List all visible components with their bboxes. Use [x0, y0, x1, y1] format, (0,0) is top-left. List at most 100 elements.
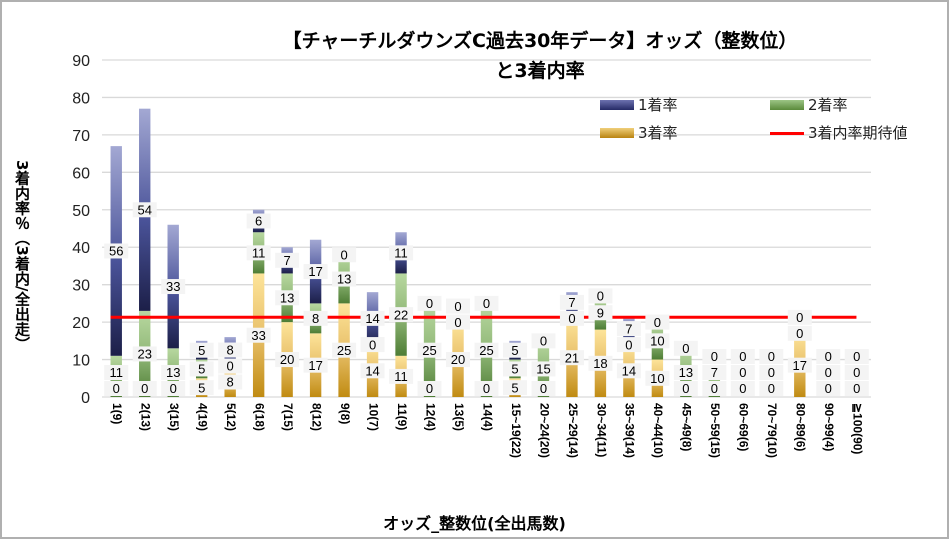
x-tick-label: 2(13) [139, 403, 153, 431]
y-tick-label: 10 [72, 353, 90, 370]
x-tick-label: 1(9) [110, 403, 124, 424]
data-label-1st: 8 [227, 343, 234, 358]
x-axis-ticks: 1(9) 2(13) 3(15) 4(19) 5(12) 6(18) 7(15) 8(12) 9… [110, 403, 865, 458]
data-label-1st: 7 [625, 321, 632, 336]
legend-item-2nd: 2着率 [770, 96, 848, 114]
data-label-bg [531, 381, 556, 396]
y-tick-label: 90 [72, 53, 90, 70]
data-label-1st: 0 [739, 349, 746, 364]
data-label-bg [502, 342, 527, 358]
x-tick-label: 45~49(8) [680, 403, 694, 451]
data-label-bg [673, 365, 698, 380]
x-tick-label: 15~19(22) [509, 403, 523, 458]
data-label-bg [502, 380, 527, 396]
data-label-bg [702, 365, 727, 380]
data-label-3rd: 0 [853, 381, 860, 396]
data-label-3rd: 0 [682, 381, 689, 396]
data-label-bg [787, 325, 812, 341]
data-label-bg [104, 243, 129, 259]
data-label-2nd: 25 [422, 343, 436, 358]
data-label-1st: 6 [255, 214, 262, 229]
data-label-bg [730, 365, 755, 380]
x-tick-label: 90~99(4) [822, 403, 836, 451]
data-label-2nd: 10 [650, 334, 664, 349]
data-label-1st: 0 [768, 349, 775, 364]
data-label-bg [702, 349, 727, 364]
data-label-2nd: 0 [227, 359, 234, 374]
data-label-3rd: 17 [793, 358, 807, 373]
data-label-bg [759, 381, 784, 396]
data-label-2nd: 9 [597, 305, 604, 320]
data-label-2nd: 8 [312, 311, 319, 326]
data-label-bg [816, 365, 841, 380]
data-label-bg [673, 340, 698, 356]
data-label-2nd: 0 [454, 315, 461, 330]
data-label-bg [673, 381, 698, 396]
data-label-bg [360, 337, 385, 353]
data-label-bg [303, 357, 328, 373]
x-tick-label: 13(5) [452, 403, 466, 431]
data-label-3rd: 33 [251, 328, 265, 343]
data-label-2nd: 13 [166, 365, 180, 380]
x-tick-label: 10(7) [366, 403, 380, 431]
data-label-bg [246, 213, 271, 229]
x-tick-label: 9(8) [338, 403, 352, 424]
data-label-bg [730, 381, 755, 396]
data-label-bg [189, 342, 214, 358]
chart-title: 【チャーチルダウンズC過去30年データ】オッズ（整数位） と3着内率 [160, 26, 920, 86]
y-tick-label: 40 [72, 240, 90, 257]
data-label-1st: 7 [284, 253, 291, 268]
data-label-bg [189, 361, 214, 377]
data-label-bg [132, 381, 157, 396]
y-tick-label: 80 [72, 90, 90, 107]
data-label-bg [474, 295, 499, 311]
data-label-1st: 33 [166, 279, 180, 294]
data-label-2nd: 0 [796, 326, 803, 341]
data-label-3rd: 18 [593, 356, 607, 371]
y-tick-label: 50 [72, 203, 90, 220]
data-label-bg [844, 349, 869, 364]
data-label-2nd: 5 [511, 362, 518, 377]
data-label-bg [446, 314, 471, 330]
data-label-2nd: 5 [198, 362, 205, 377]
data-label-1st: 56 [109, 244, 123, 259]
data-label-1st: 0 [340, 247, 347, 262]
data-label-bg [275, 290, 300, 306]
data-label-bg [161, 279, 186, 295]
data-label-2nd: 7 [711, 365, 718, 380]
data-label-bg [531, 361, 556, 377]
legend-swatch-1st [600, 100, 634, 110]
x-tick-label: 7(15) [281, 403, 295, 431]
x-tick-label: 50~59(15) [708, 403, 722, 458]
data-label-3rd: 0 [540, 381, 547, 396]
data-label-1st: 5 [511, 343, 518, 358]
data-label-3rd: 0 [768, 381, 775, 396]
data-label-3rd: 17 [308, 358, 322, 373]
data-label-2nd: 25 [479, 343, 493, 358]
data-label-bg [189, 380, 214, 396]
data-label-bg [474, 381, 499, 396]
data-label-3rd: 5 [511, 380, 518, 395]
data-label-bg [246, 245, 271, 261]
data-label-3rd: 0 [170, 381, 177, 396]
data-label-1st: 0 [654, 315, 661, 330]
data-label-bg [645, 370, 670, 386]
data-label-1st: 0 [597, 289, 604, 304]
data-label-3rd: 14 [622, 363, 636, 378]
data-label-bg [360, 363, 385, 379]
data-label-3rd: 0 [113, 381, 120, 396]
y-tick-label: 70 [72, 128, 90, 145]
data-label-3rd: 0 [141, 381, 148, 396]
y-axis-ticks: 0 10 20 30 40 50 60 70 80 90 [72, 53, 90, 407]
data-label-bg [389, 368, 414, 384]
data-label-bg [446, 298, 471, 314]
y-tick-label: 30 [72, 278, 90, 295]
data-label-2nd: 13 [337, 272, 351, 287]
data-label-bg [588, 288, 613, 304]
data-label-bg [161, 365, 186, 380]
data-label-1st: 0 [426, 296, 433, 311]
y-tick-label: 20 [72, 315, 90, 332]
data-label-bg [844, 381, 869, 396]
data-label-1st: 0 [540, 334, 547, 349]
data-label-2nd: 11 [252, 246, 266, 261]
